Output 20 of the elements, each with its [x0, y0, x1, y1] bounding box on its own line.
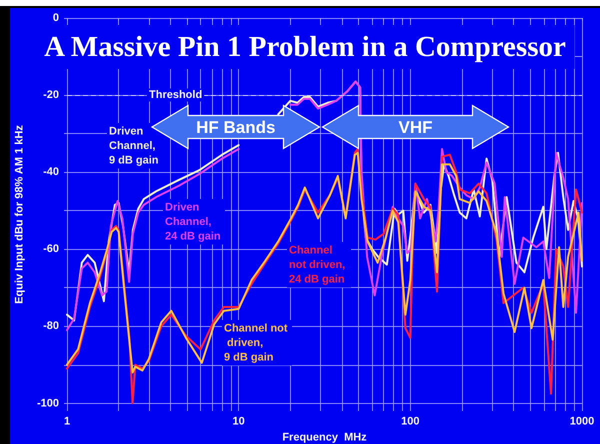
y-tick-label: -80 [43, 320, 59, 332]
series-label: Channel not driven, 9 dB gain [224, 322, 288, 364]
x-tick-label: 10 [232, 416, 245, 428]
y-tick-label: -20 [43, 89, 59, 102]
series-label: Channel not driven, 24 dB gain [289, 244, 346, 286]
x-axis-title: Frequency MHz [282, 431, 368, 444]
x-tick-label: 1000 [570, 416, 594, 428]
x-tick-label: 1 [64, 416, 70, 428]
y-tick-label: -40 [43, 166, 59, 178]
chart-title: A Massive Pin 1 Problem in a Compressor [44, 31, 566, 63]
x-tick-label: 100 [401, 416, 420, 428]
series-label: Driven Channel, 24 dB gain [165, 201, 221, 242]
annotation: VHF [398, 118, 432, 137]
y-tick-label: 0 [52, 12, 59, 24]
series-label: Driven Channel, 9 dB gain [109, 125, 159, 166]
y-tick-label: -60 [43, 243, 59, 256]
ref-line-label: Threshold [149, 89, 202, 102]
y-tick-label: -100 [36, 397, 59, 410]
y-axis-title: Equiv Input dBu for 98% AM 1 kHz [14, 124, 26, 304]
annotation: HF Bands [196, 118, 276, 137]
